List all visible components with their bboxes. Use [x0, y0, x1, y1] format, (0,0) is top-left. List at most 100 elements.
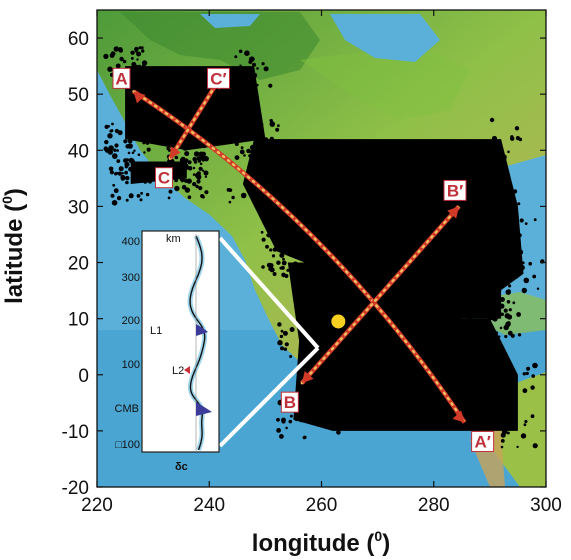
data-point	[470, 322, 476, 327]
data-point	[104, 139, 109, 145]
inset-callout	[218, 236, 320, 448]
data-point	[203, 170, 209, 176]
data-point	[141, 131, 147, 137]
data-point	[515, 253, 521, 259]
data-point	[500, 439, 505, 443]
svg-text:B′: B′	[447, 181, 463, 200]
y-tick-label: -20	[62, 478, 89, 499]
data-point	[501, 434, 505, 438]
callout-line-top	[218, 236, 320, 350]
data-point	[142, 141, 146, 145]
data-point	[339, 280, 345, 286]
data-point	[313, 265, 319, 271]
data-point	[130, 56, 134, 60]
data-point	[481, 263, 485, 267]
data-point	[483, 306, 487, 310]
data-point	[506, 314, 513, 320]
data-point	[505, 289, 511, 295]
data-point	[269, 121, 276, 127]
data-point	[279, 246, 285, 252]
data-point	[378, 332, 385, 338]
data-point	[536, 287, 540, 290]
data-point	[517, 233, 522, 238]
data-point	[472, 300, 478, 306]
data-point	[484, 149, 488, 154]
data-point	[466, 302, 470, 306]
data-point	[509, 266, 514, 270]
data-point	[492, 316, 498, 322]
data-point	[251, 77, 256, 83]
label-b: B	[280, 391, 299, 413]
x-tick-label: 280	[418, 495, 450, 516]
data-point	[192, 166, 196, 170]
data-point	[122, 59, 127, 64]
data-point	[516, 312, 521, 317]
data-point	[262, 142, 268, 148]
data-point	[506, 300, 511, 304]
arrow-head-end	[452, 410, 465, 423]
data-point	[411, 310, 416, 315]
data-point	[497, 368, 500, 372]
x-tick-label: 220	[81, 495, 113, 516]
arrow-head-start	[133, 91, 146, 104]
data-point	[295, 266, 300, 271]
data-point	[333, 250, 339, 256]
data-point	[135, 162, 140, 167]
data-point	[500, 266, 503, 270]
data-point	[270, 139, 276, 145]
data-point	[510, 237, 516, 242]
data-point	[127, 138, 133, 144]
data-point	[280, 329, 284, 333]
data-point	[271, 254, 276, 258]
data-point	[444, 319, 448, 324]
data-point	[283, 347, 288, 351]
data-point	[325, 264, 329, 268]
data-point	[277, 340, 283, 346]
data-point	[324, 411, 329, 417]
data-point	[107, 66, 113, 72]
data-point	[238, 118, 244, 124]
data-point	[196, 156, 203, 162]
data-point	[279, 266, 283, 270]
data-point	[276, 417, 280, 422]
data-point	[143, 179, 148, 184]
data-point	[315, 318, 320, 322]
data-point	[265, 244, 269, 249]
data-point	[253, 142, 256, 145]
data-point	[237, 71, 241, 75]
data-point	[272, 247, 277, 252]
data-point	[402, 313, 408, 318]
data-point	[261, 237, 266, 242]
data-point	[488, 326, 493, 331]
data-point	[135, 64, 139, 68]
data-point	[304, 258, 309, 263]
data-point	[531, 374, 535, 378]
data-point	[118, 166, 124, 172]
data-point	[424, 325, 430, 331]
data-point	[314, 327, 320, 333]
data-point	[330, 307, 335, 312]
inset-frame	[141, 230, 220, 453]
label-c: C	[154, 167, 173, 189]
data-point	[136, 82, 140, 86]
data-point	[111, 200, 118, 206]
data-point	[234, 142, 239, 146]
data-point	[198, 166, 203, 171]
data-point	[392, 315, 398, 321]
data-point	[110, 51, 116, 57]
data-point	[501, 236, 506, 241]
data-point	[494, 257, 500, 263]
data-point	[501, 429, 508, 435]
data-point	[342, 239, 345, 242]
data-point	[145, 171, 148, 175]
y-axis-label: latitude (0)	[0, 188, 28, 304]
data-point	[498, 335, 501, 338]
data-point	[199, 143, 204, 148]
data-point	[104, 124, 109, 129]
data-point	[521, 261, 525, 265]
data-point	[338, 415, 344, 421]
data-point	[269, 150, 273, 154]
data-point	[332, 310, 338, 316]
data-point	[172, 165, 177, 170]
data-point	[125, 144, 130, 149]
